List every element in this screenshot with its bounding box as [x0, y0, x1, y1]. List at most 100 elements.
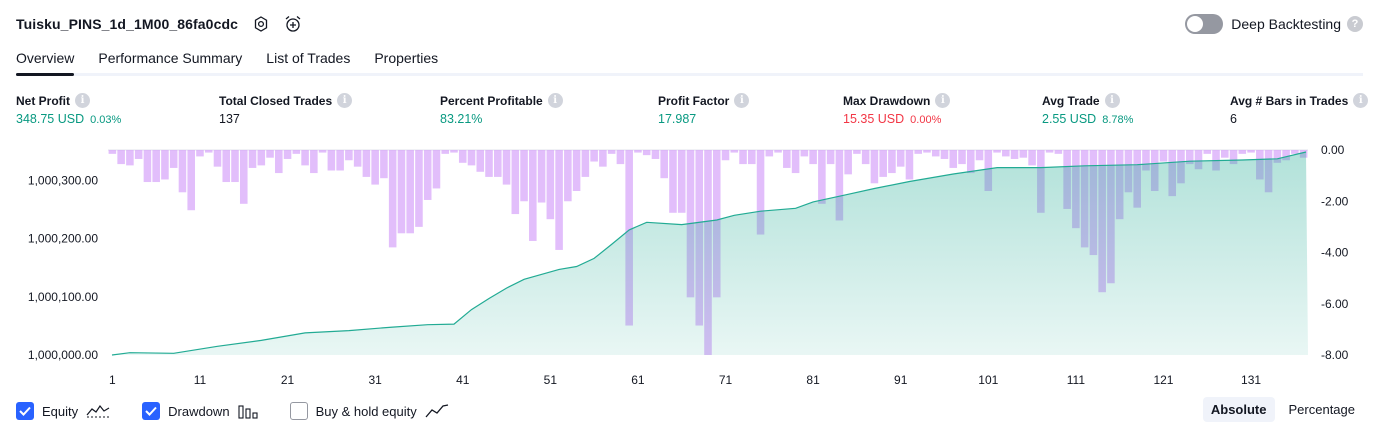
drawdown-bar — [642, 150, 651, 156]
info-icon[interactable]: i — [1353, 93, 1369, 108]
info-icon[interactable]: i — [337, 93, 353, 108]
metric-avg-bars: Avg # Bars in Trades i 6 — [1230, 93, 1369, 126]
deep-backtesting-toggle[interactable] — [1185, 14, 1224, 34]
drawdown-bar — [161, 150, 169, 180]
x-tick-label: 1 — [109, 373, 116, 387]
x-tick-label: 91 — [894, 373, 908, 387]
drawdown-bar — [502, 150, 511, 185]
y-left-tick-label: 1,000,200.00 — [28, 232, 98, 246]
drawdown-bar — [222, 150, 231, 183]
x-tick-label: 121 — [1153, 373, 1173, 387]
drawdown-bar — [1002, 150, 1010, 157]
x-axis: 1 11 21 31 41 51 61 71 81 91 101 111 121 131 — [109, 373, 1261, 387]
drawdown-bar — [327, 150, 336, 171]
metric-value: 17.987 — [658, 112, 697, 126]
metric-percent: 0.03% — [90, 114, 122, 126]
tab-properties[interactable]: Properties — [374, 50, 439, 66]
drawdown-bar — [826, 150, 835, 165]
report-header: Tuisku_PINS_1d_1M00_86fa0cdc — [16, 12, 304, 36]
info-icon[interactable]: i — [734, 93, 750, 108]
drawdown-bar — [415, 150, 423, 227]
drawdown-bar — [301, 150, 309, 166]
metric-profit-factor: Profit Factor i 17.987 — [658, 93, 750, 126]
buy-hold-checkbox[interactable] — [289, 402, 308, 420]
drawdown-bar — [204, 150, 213, 153]
drawdown-bar — [818, 150, 826, 204]
tab-performance-summary[interactable]: Performance Summary — [98, 50, 243, 66]
drawdown-bar — [537, 150, 546, 203]
y-left-tick-label: 1,000,300.00 — [28, 173, 98, 187]
drawdown-bar — [905, 150, 914, 180]
metric-value: 137 — [219, 112, 240, 126]
drawdown-bar — [1019, 150, 1028, 158]
drawdown-bar — [1282, 150, 1290, 161]
metric-percent: 0.00% — [910, 114, 942, 126]
drawdown-bar — [844, 150, 852, 175]
settings-icon[interactable] — [250, 13, 272, 35]
y-right-tick-label: -8.00 — [1321, 348, 1349, 362]
drawdown-bar — [660, 150, 668, 179]
drawdown-bar — [126, 150, 134, 166]
metric-value: 348.75 USD — [16, 112, 85, 126]
drawdown-bar — [108, 150, 117, 154]
equity-series-icon — [86, 403, 110, 419]
drawdown-bar — [152, 150, 160, 183]
drawdown-bar — [310, 150, 318, 174]
info-icon[interactable]: i — [547, 93, 563, 108]
tab-overview[interactable]: Overview — [16, 44, 75, 76]
legend-label: Buy & hold equity — [315, 403, 417, 419]
drawdown-bar — [143, 150, 152, 183]
drawdown-bar — [318, 150, 327, 153]
x-tick-label: 101 — [978, 373, 998, 387]
drawdown-bar — [993, 150, 1001, 153]
legend-equity[interactable]: Equity — [16, 402, 110, 420]
drawdown-bar — [1010, 150, 1019, 159]
add-alert-icon[interactable] — [282, 13, 304, 35]
drawdown-bar — [809, 150, 817, 165]
drawdown-bar — [791, 150, 800, 174]
x-tick-label: 11 — [194, 373, 207, 387]
drawdown-bar — [923, 150, 931, 153]
x-tick-label: 31 — [368, 373, 382, 387]
percentage-button[interactable]: Percentage — [1288, 402, 1356, 417]
drawdown-bar — [677, 150, 686, 213]
drawdown-bar — [958, 150, 966, 165]
drawdown-bar — [388, 150, 397, 248]
drawdown-bar — [187, 150, 195, 211]
metric-label: Avg # Bars in Trades — [1230, 93, 1349, 108]
tab-list-of-trades[interactable]: List of Trades — [266, 50, 351, 66]
drawdown-checkbox[interactable] — [142, 402, 161, 420]
drawdown-bar — [336, 150, 344, 171]
legend-drawdown[interactable]: Drawdown — [142, 402, 258, 420]
drawdown-bar — [870, 150, 879, 184]
x-tick-label: 111 — [1067, 373, 1086, 387]
drawdown-bar — [292, 150, 301, 154]
scale-switcher: Absolute Percentage — [1197, 397, 1363, 422]
info-icon[interactable]: i — [935, 93, 951, 108]
drawdown-bar — [651, 150, 660, 159]
drawdown-bar — [949, 150, 958, 168]
drawdown-series-icon — [238, 403, 258, 419]
equity-checkbox[interactable] — [16, 402, 34, 420]
absolute-button[interactable]: Absolute — [1202, 397, 1275, 422]
drawdown-bar — [485, 150, 493, 177]
info-icon[interactable]: i — [75, 93, 90, 108]
y-right-tick-label: 0.00 — [1321, 143, 1345, 157]
drawdown-bar — [213, 150, 222, 167]
metric-label: Profit Factor — [658, 93, 730, 108]
help-icon[interactable]: ? — [1347, 16, 1363, 32]
info-icon[interactable]: i — [1104, 93, 1120, 108]
drawdown-bar — [476, 150, 485, 172]
strategy-title: Tuisku_PINS_1d_1M00_86fa0cdc — [16, 16, 238, 32]
deep-backtesting-control: Deep Backtesting ? — [1185, 12, 1363, 36]
drawdown-bar — [239, 150, 248, 204]
drawdown-bar — [275, 150, 283, 174]
drawdown-bar — [572, 150, 581, 191]
metric-label: Total Closed Trades — [219, 93, 333, 108]
legend-label: Equity — [42, 403, 79, 419]
drawdown-bar — [1238, 150, 1247, 154]
equity-area — [112, 152, 1308, 355]
drawdown-bar — [765, 150, 774, 157]
legend-buy-hold[interactable]: Buy & hold equity — [289, 402, 449, 420]
metric-avg-trade: Avg Trade i 2.55 USD 8.78% — [1042, 93, 1133, 126]
